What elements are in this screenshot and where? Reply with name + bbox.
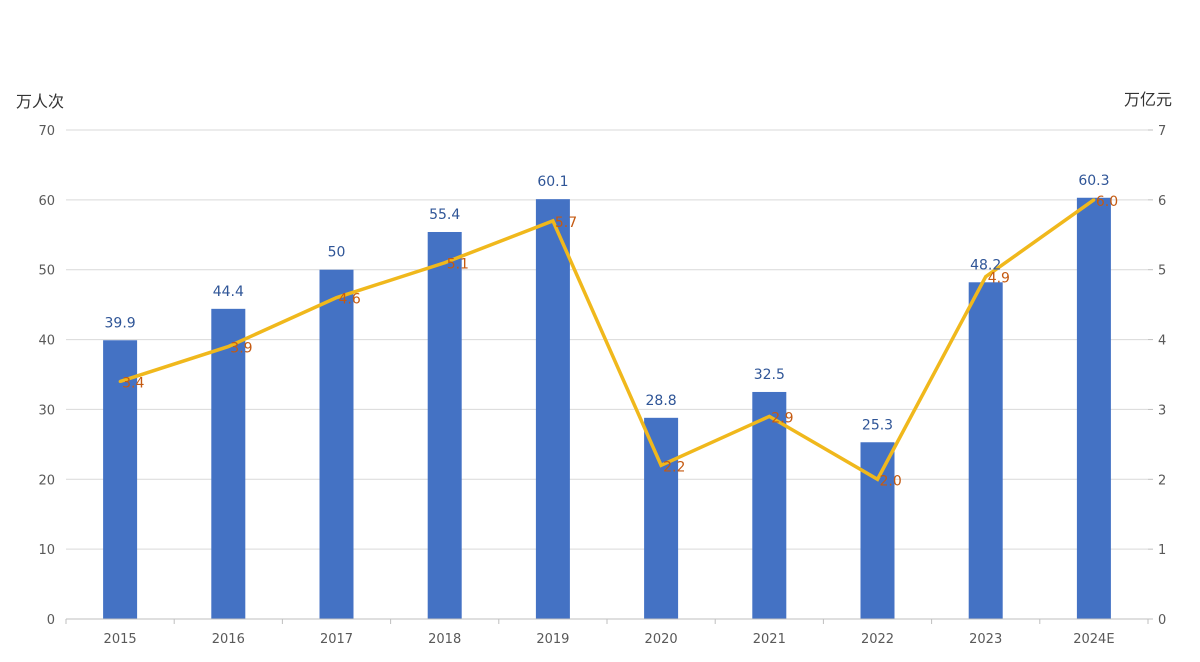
bar xyxy=(319,269,354,619)
line-point xyxy=(984,275,988,279)
x-axis: 2015 2016 2017 2018 2019 2020 2021 2022 2023 2024… xyxy=(65,618,1149,647)
line-data-label: 4.9 xyxy=(988,271,1010,287)
bar-data-labels: 39.9 44.4 50 55.4 60.1 28.8 32.5 25.3 48.2 60.3 xyxy=(105,173,1110,433)
line-data-label: 4.6 xyxy=(339,292,361,308)
line-point xyxy=(767,414,771,418)
line-point xyxy=(551,219,555,223)
x-tick-label: 2024E xyxy=(1073,632,1114,647)
bar xyxy=(860,442,895,619)
line-point xyxy=(659,463,663,467)
bar xyxy=(103,340,138,619)
line-point xyxy=(226,345,230,349)
bar-data-label: 60.3 xyxy=(1078,173,1109,189)
line-point xyxy=(118,379,122,383)
bar xyxy=(427,231,462,619)
x-tick-label: 2015 xyxy=(104,632,137,647)
bar-data-label: 60.1 xyxy=(537,174,568,190)
x-tick-label: 2018 xyxy=(428,632,461,647)
right-tick-label: 4 xyxy=(1158,334,1166,349)
bar-series xyxy=(103,197,1111,620)
bar xyxy=(1076,197,1111,620)
line-series xyxy=(118,198,1096,482)
line-point xyxy=(335,296,338,300)
x-tick-label: 2019 xyxy=(536,632,569,647)
right-tick-label: 6 xyxy=(1158,194,1166,209)
right-tick-label: 0 xyxy=(1158,613,1166,628)
bar-data-label: 48.2 xyxy=(970,257,1001,273)
line-point xyxy=(1092,198,1096,202)
line-data-label: 5.7 xyxy=(555,215,577,231)
bar xyxy=(211,308,246,619)
right-tick-label: 1 xyxy=(1158,543,1166,558)
gridlines xyxy=(66,129,1148,550)
line-data-label: 3.4 xyxy=(122,375,144,391)
left-tick-label: 70 xyxy=(38,124,55,139)
right-axis-ticks: 0 1 2 3 4 5 6 7 xyxy=(1148,124,1166,628)
x-tick-label: 2020 xyxy=(645,632,678,647)
line-data-label: 3.9 xyxy=(230,341,252,357)
bar-data-label: 32.5 xyxy=(754,367,785,383)
line-path xyxy=(119,198,1095,482)
bar xyxy=(968,282,1003,619)
left-axis-unit: 万人次 xyxy=(16,92,65,111)
left-tick-label: 30 xyxy=(38,403,55,418)
x-tick-label: 2017 xyxy=(320,632,353,647)
left-tick-label: 10 xyxy=(38,543,55,558)
left-tick-label: 0 xyxy=(47,613,55,628)
x-tick-label: 2016 xyxy=(212,632,245,647)
right-tick-label: 2 xyxy=(1158,473,1166,488)
bar-data-label: 55.4 xyxy=(429,207,460,223)
bar-data-label: 44.4 xyxy=(213,284,244,300)
line-data-label: 6.0 xyxy=(1096,194,1118,210)
line-data-labels: 3.4 3.9 4.6 5.1 5.7 2.2 2.9 2.0 4.9 6.0 xyxy=(122,194,1118,489)
x-tick-label: 2023 xyxy=(969,632,1002,647)
left-tick-label: 20 xyxy=(38,473,55,488)
line-point xyxy=(443,261,447,265)
line-data-label: 2.0 xyxy=(880,473,902,489)
line-data-label: 2.9 xyxy=(771,410,793,426)
right-tick-label: 7 xyxy=(1158,124,1166,139)
left-tick-label: 50 xyxy=(38,264,55,279)
bar-data-label: 50 xyxy=(328,245,346,261)
x-tick-label: 2022 xyxy=(861,632,894,647)
bar-data-label: 28.8 xyxy=(646,393,677,409)
x-tick-label: 2021 xyxy=(753,632,786,647)
right-tick-label: 3 xyxy=(1158,403,1166,418)
bar xyxy=(644,417,679,619)
right-axis-unit: 万亿元 xyxy=(1123,90,1172,109)
line-data-label: 5.1 xyxy=(447,257,469,273)
left-axis-ticks: 0 10 20 30 40 50 60 70 xyxy=(38,124,55,628)
line-point xyxy=(876,477,879,481)
bar xyxy=(535,199,570,619)
right-tick-label: 5 xyxy=(1158,264,1166,279)
left-tick-label: 60 xyxy=(38,194,55,209)
line-data-label: 2.2 xyxy=(663,459,685,475)
bar xyxy=(752,391,787,619)
left-tick-label: 40 xyxy=(38,334,55,349)
bar-data-label: 39.9 xyxy=(105,315,136,331)
bar-data-label: 25.3 xyxy=(862,417,893,433)
